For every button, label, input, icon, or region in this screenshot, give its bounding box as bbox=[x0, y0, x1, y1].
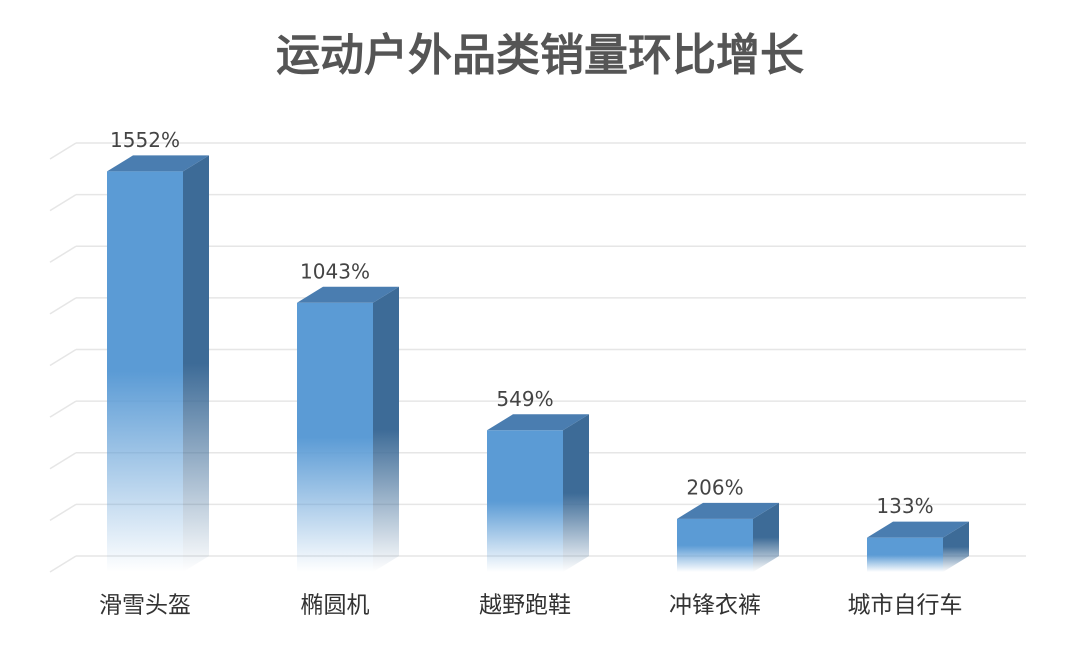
bar-front bbox=[487, 430, 563, 572]
grid-line bbox=[49, 348, 1026, 367]
value-label: 206% bbox=[686, 475, 743, 499]
x-tick-label: 城市自行车 bbox=[848, 593, 963, 619]
grid-line-wall bbox=[49, 555, 77, 573]
chart-title: 运动户外品类销量环比增长 bbox=[276, 30, 804, 81]
value-label: 1043% bbox=[300, 259, 370, 283]
grid-line-wall bbox=[49, 245, 77, 263]
bar-front bbox=[677, 518, 753, 572]
grid-line-wall bbox=[49, 142, 77, 160]
grid-line bbox=[49, 142, 1026, 160]
bar bbox=[107, 155, 209, 572]
bar-front bbox=[297, 302, 373, 572]
value-label: 549% bbox=[496, 387, 553, 411]
bar-top bbox=[107, 155, 209, 172]
grid-line-wall bbox=[49, 297, 77, 315]
bar-front bbox=[867, 537, 943, 572]
grid-line bbox=[49, 245, 1026, 263]
bar bbox=[867, 521, 969, 572]
bar-top bbox=[297, 286, 399, 303]
bar-side bbox=[373, 286, 399, 572]
grid-line-wall bbox=[49, 503, 77, 522]
x-tick-label: 滑雪头盔 bbox=[99, 593, 191, 619]
bar-side bbox=[943, 521, 969, 572]
bar-top bbox=[677, 502, 779, 519]
grid-line-wall bbox=[49, 193, 77, 212]
value-label: 133% bbox=[876, 494, 933, 518]
grid-line bbox=[49, 297, 1026, 315]
grid-line bbox=[49, 193, 1026, 212]
bar bbox=[297, 286, 399, 572]
grid-line-wall bbox=[49, 400, 77, 418]
grid-line-wall bbox=[49, 348, 77, 367]
bar-top bbox=[487, 414, 589, 431]
bar-side bbox=[183, 155, 209, 572]
bar bbox=[487, 414, 589, 572]
grid-line bbox=[49, 400, 1026, 418]
bar-top bbox=[867, 521, 969, 538]
bar-side bbox=[563, 414, 589, 572]
bar-side bbox=[753, 502, 779, 572]
bar-front bbox=[107, 171, 183, 572]
x-tick-label: 越野跑鞋 bbox=[479, 593, 571, 619]
grid-line-wall bbox=[49, 452, 77, 470]
x-tick-label: 冲锋衣裤 bbox=[669, 593, 761, 619]
x-tick-label: 椭圆机 bbox=[301, 593, 370, 619]
value-label: 1552% bbox=[110, 128, 180, 152]
bar bbox=[677, 502, 779, 572]
